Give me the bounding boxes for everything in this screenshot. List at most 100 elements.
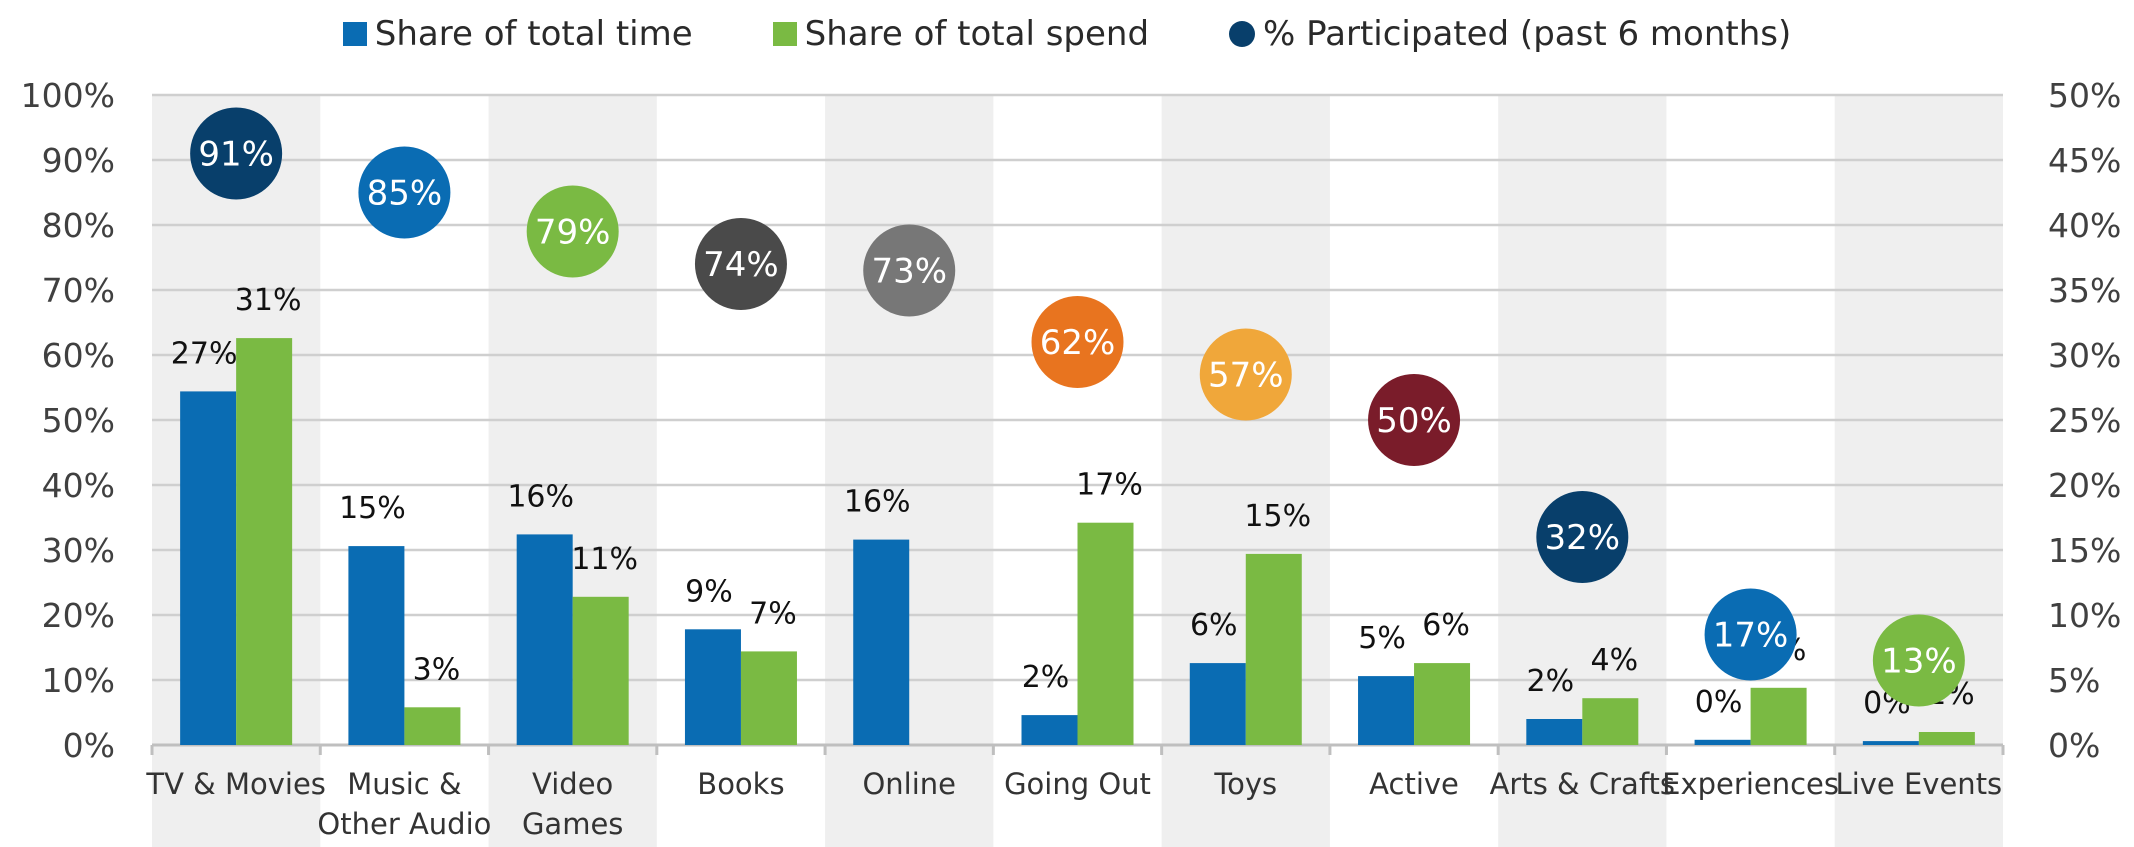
bar-time xyxy=(1526,719,1583,745)
legend-label-participated: % Participated (past 6 months) xyxy=(1263,14,1792,54)
category-label: Going Out xyxy=(1004,767,1151,801)
legend-label-time: Share of total time xyxy=(374,14,693,54)
bar-time xyxy=(684,629,741,745)
data-label-time: 6% xyxy=(1190,608,1238,643)
category-label: Video xyxy=(532,767,613,801)
participation-dot xyxy=(1368,374,1461,466)
participation-label: 91% xyxy=(198,135,274,175)
y-left-tick-label: 40% xyxy=(42,466,115,505)
data-label-spend: 3% xyxy=(413,652,461,687)
participation-dot xyxy=(1536,491,1629,583)
category-label: Toys xyxy=(1213,767,1277,801)
y-left-tick-label: 90% xyxy=(42,141,115,180)
participation-dot xyxy=(1872,614,1965,707)
category-label: Active xyxy=(1369,767,1459,801)
data-label-time: 16% xyxy=(507,479,574,514)
data-label-spend: 17% xyxy=(1076,468,1143,503)
bar-spend xyxy=(1918,732,1975,745)
y-right-tick-label: 30% xyxy=(2048,336,2121,375)
legend-item-spend: Share of total spend xyxy=(772,14,1150,54)
data-label-spend: 31% xyxy=(235,283,302,318)
y-right-tick-label: 10% xyxy=(2048,596,2121,635)
bar-spend xyxy=(1750,687,1807,745)
category-label: Music & xyxy=(347,767,461,801)
y-left-tick-label: 50% xyxy=(42,401,115,440)
y-right-tick-label: 15% xyxy=(2048,531,2121,570)
participation-dot xyxy=(863,224,956,317)
participation-label: 79% xyxy=(535,213,611,253)
category-label: Games xyxy=(522,807,623,841)
data-label-time: 0% xyxy=(1695,685,1743,720)
legend-item-time: Share of total time xyxy=(342,14,693,54)
category-label: TV & Movies xyxy=(145,767,326,801)
participation-dot xyxy=(1031,296,1124,388)
bar-spend xyxy=(1245,553,1302,745)
y-left-tick-label: 100% xyxy=(21,76,115,115)
data-label-time: 2% xyxy=(1022,660,1070,695)
category-label: Arts & Crafts xyxy=(1490,767,1675,801)
legend-swatch-spend xyxy=(772,22,797,46)
data-label-spend: 11% xyxy=(571,542,638,577)
data-label-time: 16% xyxy=(844,485,911,520)
participation-label: 13% xyxy=(1881,642,1957,682)
bar-spend xyxy=(1077,522,1134,745)
bar-spend xyxy=(1582,698,1639,745)
participation-label: 73% xyxy=(871,252,947,292)
data-label-time: 9% xyxy=(685,574,733,609)
y-right-tick-label: 20% xyxy=(2048,466,2121,505)
bar-time xyxy=(348,546,405,745)
legend-label-spend: Share of total spend xyxy=(804,14,1150,54)
category-label: Live Events xyxy=(1836,767,2003,801)
participation-label: 32% xyxy=(1545,518,1621,558)
data-label-time: 27% xyxy=(171,336,238,371)
data-label-spend: 7% xyxy=(749,596,797,631)
y-right-tick-label: 25% xyxy=(2048,401,2121,440)
data-label-spend: 15% xyxy=(1244,499,1311,534)
legend-swatch-time xyxy=(342,22,367,46)
y-left-tick-label: 70% xyxy=(42,271,115,310)
y-left-tick-label: 20% xyxy=(42,596,115,635)
bar-time xyxy=(516,534,573,745)
y-right-tick-label: 40% xyxy=(2048,206,2121,245)
y-left-tick-label: 30% xyxy=(42,531,115,570)
legend-item-participated: % Participated (past 6 months) xyxy=(1229,14,1791,54)
data-label-time: 15% xyxy=(339,491,406,526)
participation-dot xyxy=(358,146,451,239)
bar-time xyxy=(1862,741,1919,745)
y-right-tick-label: 45% xyxy=(2048,141,2121,180)
bar-time xyxy=(1189,663,1246,745)
category-label: Books xyxy=(697,767,784,801)
bar-time xyxy=(1021,715,1078,745)
chart-legend: Share of total time Share of total spend… xyxy=(0,14,2134,54)
data-label-time: 2% xyxy=(1527,664,1575,699)
y-left-tick-label: 80% xyxy=(42,206,115,245)
data-label-spend: 6% xyxy=(1422,608,1470,643)
y-right-tick-label: 5% xyxy=(2048,661,2100,700)
y-left-tick-label: 0% xyxy=(63,726,115,765)
participation-label: 62% xyxy=(1040,323,1116,363)
y-right-tick-label: 0% xyxy=(2048,726,2100,765)
category-label: Online xyxy=(862,767,956,801)
bar-spend xyxy=(740,651,797,745)
legend-swatch-participated xyxy=(1229,21,1256,47)
bar-spend xyxy=(1414,663,1471,745)
participation-dot xyxy=(190,107,283,200)
bar-spend xyxy=(404,707,461,745)
participation-label: 85% xyxy=(367,174,443,214)
data-label-spend: 4% xyxy=(1591,643,1639,678)
y-right-tick-label: 50% xyxy=(2048,76,2121,115)
bar-spend xyxy=(236,338,293,745)
participation-label: 74% xyxy=(703,245,779,285)
y-left-tick-label: 60% xyxy=(42,336,115,375)
bar-time xyxy=(853,539,910,745)
participation-label: 57% xyxy=(1208,356,1284,396)
y-right-tick-label: 35% xyxy=(2048,271,2121,310)
column-band xyxy=(1834,95,2003,847)
y-left-tick-label: 10% xyxy=(42,661,115,700)
bar-time xyxy=(1694,739,1751,745)
participation-dot xyxy=(526,185,619,278)
participation-dot xyxy=(1199,328,1292,421)
bar-time xyxy=(180,391,237,745)
participation-label: 50% xyxy=(1376,401,1452,441)
